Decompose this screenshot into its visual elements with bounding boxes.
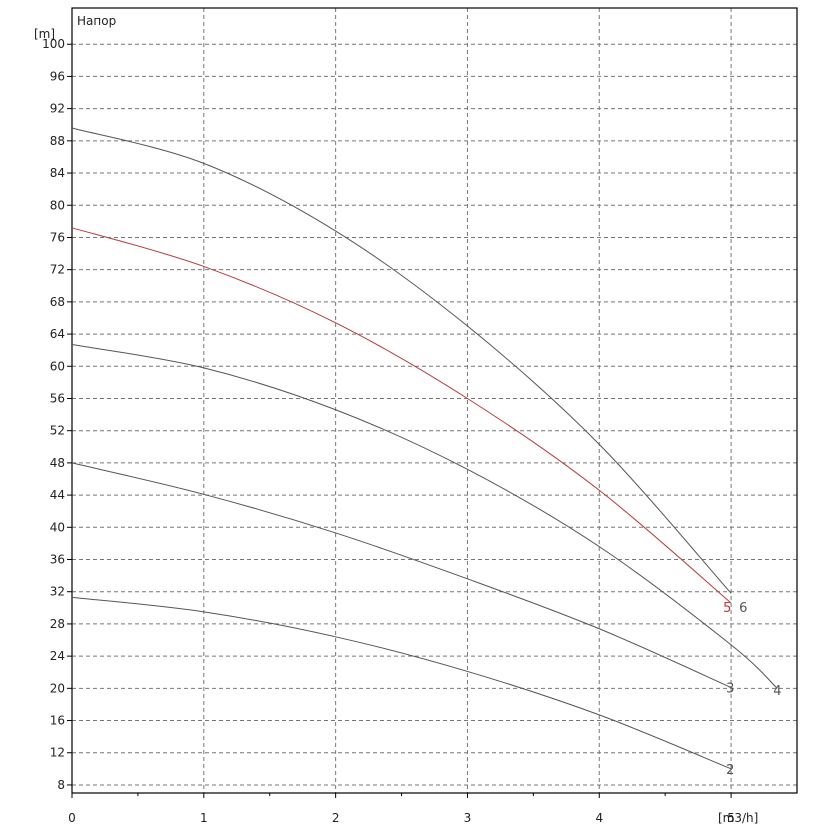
series-label-3: 3 xyxy=(726,682,734,697)
y-tick-label: 8 xyxy=(57,778,65,792)
y-tick-label: 96 xyxy=(50,69,65,83)
series-label-6: 6 xyxy=(739,601,747,616)
y-tick-label: 100 xyxy=(42,37,65,51)
y-tick-label: 24 xyxy=(50,649,65,663)
plot-frame xyxy=(71,7,798,794)
series-label-5: 5 xyxy=(723,601,731,616)
grid-lines xyxy=(72,8,797,793)
series-lines xyxy=(71,127,778,770)
y-tick-label: 48 xyxy=(50,456,65,470)
y-tick-label: 64 xyxy=(50,327,65,341)
chart-title: Напор xyxy=(77,14,116,28)
y-tick-label: 20 xyxy=(50,681,65,695)
y-tick-label: 32 xyxy=(50,585,65,599)
y-tick-label: 44 xyxy=(50,488,65,502)
y-tick-label: 76 xyxy=(50,230,65,244)
y-tick-label: 80 xyxy=(50,198,65,212)
y-tick-label: 60 xyxy=(50,359,65,373)
y-tick-label: 36 xyxy=(50,553,65,567)
y-tick-label: 84 xyxy=(50,166,65,180)
y-tick-label: 16 xyxy=(50,714,65,728)
curve-labels: 2 3 4 5 6 xyxy=(723,601,781,778)
series-line-2 xyxy=(71,596,732,770)
series-line-3 xyxy=(71,462,732,688)
y-tick-label: 92 xyxy=(50,102,65,116)
x-axis-label: [m3/h] xyxy=(718,811,758,825)
y-tick-label: 72 xyxy=(50,263,65,277)
series-label-4: 4 xyxy=(773,684,781,699)
x-tick-label: 4 xyxy=(595,811,603,825)
y-tick-label: 40 xyxy=(50,520,65,534)
y-axis-label: [m] xyxy=(34,27,55,41)
series-line-4 xyxy=(71,344,778,689)
series-line-5 xyxy=(71,227,732,604)
y-tick-label: 68 xyxy=(50,295,65,309)
y-tick-label: 28 xyxy=(50,617,65,631)
x-tick-label: 1 xyxy=(200,811,208,825)
y-tick-label: 88 xyxy=(50,134,65,148)
axes xyxy=(67,7,798,798)
series-line-6 xyxy=(71,127,732,594)
y-tick-label: 56 xyxy=(50,391,65,405)
y-tick-label: 52 xyxy=(50,424,65,438)
x-tick-label: 0 xyxy=(68,811,76,825)
tick-labels: 8121620242832364044485256606468727680848… xyxy=(42,37,735,825)
y-tick-label: 12 xyxy=(50,746,65,760)
series-label-2: 2 xyxy=(726,763,734,778)
x-tick-label: 5 xyxy=(727,811,735,825)
x-tick-label: 3 xyxy=(464,811,472,825)
x-tick-label: 2 xyxy=(332,811,340,825)
